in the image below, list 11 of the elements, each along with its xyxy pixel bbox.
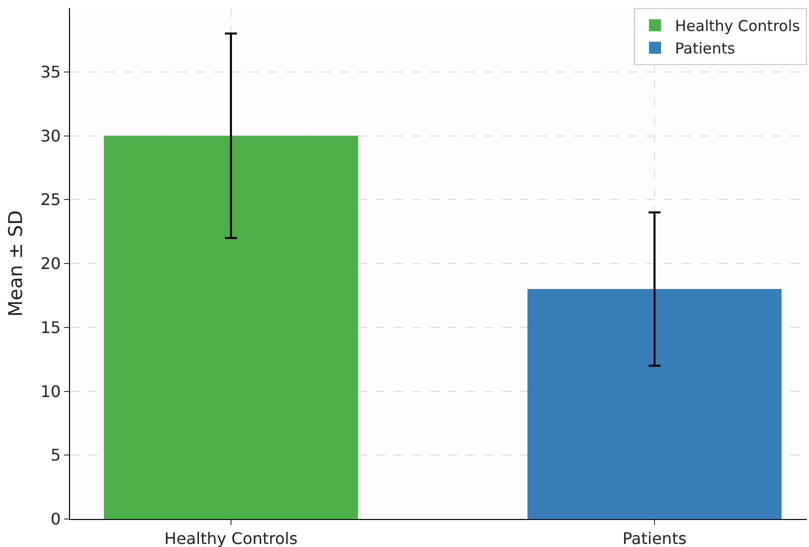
y-tick-label: 15 [40,318,61,337]
legend-label: Patients [675,40,736,58]
y-tick-label: 25 [40,190,61,210]
legend-label: Healthy Controls [675,17,800,36]
y-tick-label: 35 [40,62,61,82]
y-axis-title: Mean ± SD [5,210,27,317]
y-tick-label: 10 [40,382,61,401]
y-tick-label: 30 [40,126,61,146]
y-tick-label: 5 [50,446,61,465]
y-tick-label: 0 [50,510,61,529]
y-tick-label: 20 [40,254,61,274]
